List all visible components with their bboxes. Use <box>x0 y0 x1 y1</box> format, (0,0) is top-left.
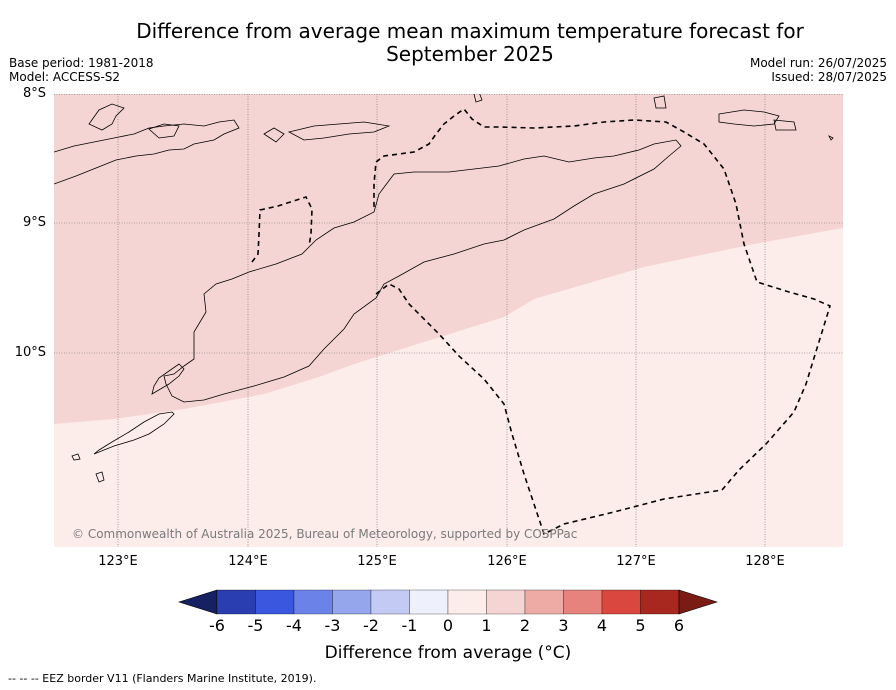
band-1-2 <box>54 94 843 424</box>
eez-west <box>251 196 313 263</box>
colorbar-cell <box>640 589 680 615</box>
babar-coast <box>773 119 797 131</box>
lon-label-124e: 124°E <box>228 554 268 569</box>
eez-east <box>373 107 831 536</box>
model-name: Model: ACCESS-S2 <box>9 70 121 84</box>
alor-coast <box>88 103 125 131</box>
colorbar-extend-high <box>678 589 718 615</box>
lat-label-8s: 8°S <box>22 86 46 101</box>
lon-label-128e: 128°E <box>745 554 785 569</box>
colorbar-tick-label: 3 <box>558 616 569 635</box>
colorbar-label: Difference from average (°C) <box>324 643 572 663</box>
sw-islet-coast <box>95 471 105 483</box>
savu-coast <box>71 453 81 461</box>
eez-border <box>251 107 831 536</box>
lon-label-125e: 125°E <box>357 554 397 569</box>
colorbar-cell <box>447 589 487 615</box>
eez-footnote: -- -- -- EEZ border V11 (Flanders Marine… <box>8 672 317 685</box>
colorbar <box>178 589 718 615</box>
colorbar-cell <box>563 589 603 615</box>
map-title: Difference from average mean maximum tem… <box>136 19 804 66</box>
colorbar-cell <box>601 589 641 615</box>
lat-label-9s: 9°S <box>22 215 46 230</box>
pantar-coast <box>148 123 180 139</box>
lon-label-126e: 126°E <box>487 554 527 569</box>
colorbar-cell <box>216 589 256 615</box>
forecast-map <box>54 94 843 547</box>
rote-coast <box>151 363 185 395</box>
colorbar-tick-label: 2 <box>519 616 531 635</box>
meta-left: Base period: 1981-2018 Model: ACCESS-S2 <box>9 56 154 84</box>
colorbar-tick-label: -2 <box>363 616 379 635</box>
coastlines <box>54 94 834 483</box>
copyright-notice: © Commonwealth of Australia 2025, Bureau… <box>72 527 578 541</box>
model-run: Model run: 26/07/2025 <box>749 56 887 70</box>
issued-date: Issued: 28/07/2025 <box>771 70 887 84</box>
colorbar-tick-label: -4 <box>286 616 302 635</box>
meta-right: Model run: 26/07/2025 Issued: 28/07/2025 <box>750 56 887 84</box>
kisar-coast <box>473 94 483 103</box>
colorbar-tick-label: 1 <box>481 616 492 635</box>
sermata-coast <box>828 135 834 141</box>
colorbar-tick-label: 4 <box>596 616 608 635</box>
colorbar-cell <box>409 589 449 615</box>
north-islands-coast <box>54 119 240 185</box>
leti-coast <box>653 95 667 109</box>
lat-label-10s: 10°S <box>14 345 46 360</box>
colorbar-tick-label: -6 <box>209 616 225 635</box>
colorbar-cell <box>486 589 526 615</box>
colorbar-cell <box>293 589 333 615</box>
gridlines <box>54 94 843 547</box>
lon-label-127e: 127°E <box>616 554 656 569</box>
colorbar-cell <box>524 589 564 615</box>
colorbar-extend-low <box>178 589 218 615</box>
colorbar-cell <box>370 589 410 615</box>
colorbar-tick-label: 6 <box>673 616 685 635</box>
colorbar-tick-label: -1 <box>401 616 418 635</box>
moa-coast <box>718 109 780 127</box>
lon-label-123e: 123°E <box>98 554 138 569</box>
atauro-coast <box>263 127 285 143</box>
colorbar-tick-label: 5 <box>635 616 646 635</box>
timor-coast <box>163 139 682 403</box>
colorbar-tick-label: 0 <box>442 616 454 635</box>
sw-fragment-coast <box>93 411 175 455</box>
colorbar-tick-label: -5 <box>247 616 264 635</box>
colorbar-cell <box>332 589 372 615</box>
base-period: Base period: 1981-2018 <box>9 56 154 70</box>
colorbar-cell <box>255 589 295 615</box>
colorbar-tick-label: -3 <box>324 616 341 635</box>
wetar-coast <box>287 121 391 141</box>
